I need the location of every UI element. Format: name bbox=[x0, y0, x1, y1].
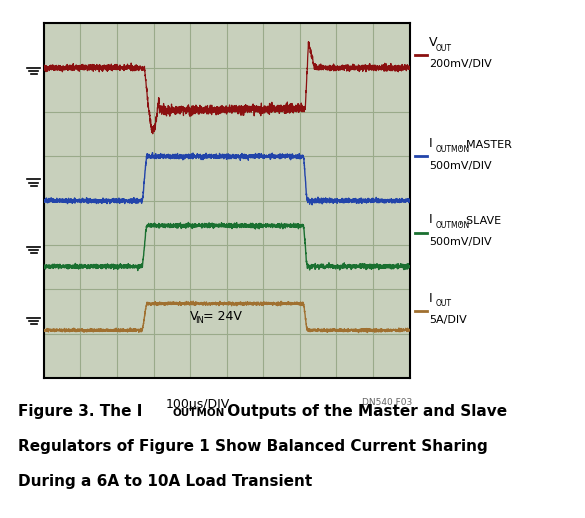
Text: 500mV/DIV: 500mV/DIV bbox=[429, 161, 491, 170]
Text: 500mV/DIV: 500mV/DIV bbox=[429, 237, 491, 247]
Text: Regulators of Figure 1 Show Balanced Current Sharing: Regulators of Figure 1 Show Balanced Cur… bbox=[18, 439, 487, 454]
Text: OUTMON: OUTMON bbox=[173, 408, 225, 418]
Text: IN: IN bbox=[195, 316, 205, 325]
Text: OUT: OUT bbox=[436, 299, 452, 308]
Text: 5A/DIV: 5A/DIV bbox=[429, 315, 467, 325]
Text: I: I bbox=[429, 292, 432, 305]
Text: 200mV/DIV: 200mV/DIV bbox=[429, 60, 491, 69]
Text: , MASTER: , MASTER bbox=[459, 140, 511, 150]
Text: OUT: OUT bbox=[436, 44, 452, 53]
Text: , SLAVE: , SLAVE bbox=[459, 217, 501, 226]
Text: I: I bbox=[429, 137, 432, 150]
Text: OUTMON: OUTMON bbox=[436, 145, 470, 154]
Text: I: I bbox=[429, 213, 432, 226]
Text: During a 6A to 10A Load Transient: During a 6A to 10A Load Transient bbox=[18, 474, 312, 489]
Text: 100μs/DIV: 100μs/DIV bbox=[166, 398, 229, 411]
Text: Outputs of the Master and Slave: Outputs of the Master and Slave bbox=[222, 404, 507, 419]
Text: V: V bbox=[429, 36, 438, 49]
Text: DN540 F03: DN540 F03 bbox=[362, 398, 412, 407]
Text: V: V bbox=[190, 310, 199, 323]
Text: = 24V: = 24V bbox=[203, 310, 242, 323]
Text: Figure 3. The I: Figure 3. The I bbox=[18, 404, 142, 419]
Text: OUTMON: OUTMON bbox=[436, 221, 470, 230]
